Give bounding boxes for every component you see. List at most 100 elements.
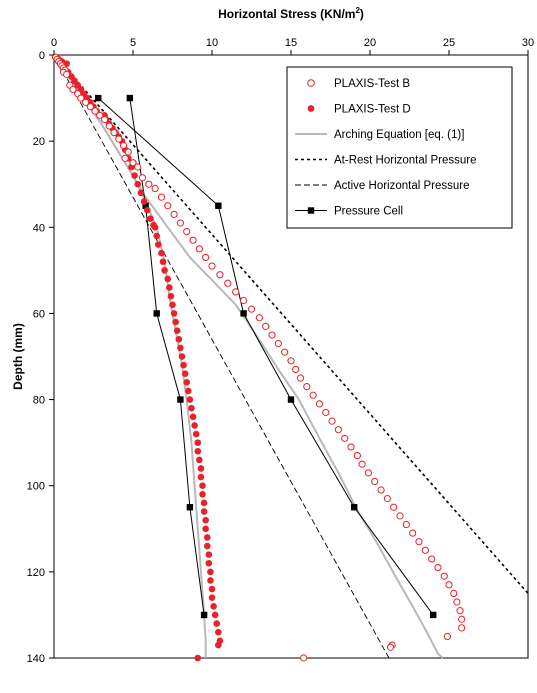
plaxis-test-b-point: [129, 159, 137, 167]
legend-pressure-cell-label: Pressure Cell: [334, 206, 403, 218]
plaxis-test-d-point: [153, 232, 160, 240]
plaxis-test-d-point: [166, 284, 173, 291]
plaxis-test-b-point: [402, 520, 410, 529]
y-tick-label: 40: [33, 222, 45, 234]
plaxis-test-d-point: [131, 172, 138, 179]
x-tick-label: 10: [206, 37, 218, 49]
pressure-cell-point: [240, 310, 247, 317]
plaxis-test-d-point: [199, 482, 206, 490]
legend-plaxis-test-d-marker: [307, 105, 315, 112]
plaxis-test-d-point: [186, 396, 194, 403]
pressure-cell-line: [97, 97, 434, 616]
plaxis-test-b-point: [396, 512, 404, 520]
plaxis-test-b-point: [195, 245, 203, 253]
pressure-cell-point: [215, 202, 222, 209]
plaxis-test-b-point: [440, 572, 448, 580]
plaxis-test-d-point: [188, 404, 195, 412]
plaxis-test-d-point: [194, 439, 202, 446]
pressure-cell-line: [129, 97, 205, 615]
plaxis-test-d-point: [161, 267, 168, 274]
legend-arching-equation-eq-1-label: Arching Equation [eq. (1)]: [334, 129, 464, 141]
pressure-cell-point: [351, 504, 358, 511]
x-tick-label: 25: [443, 37, 455, 49]
plaxis-test-b-point: [91, 107, 99, 115]
plaxis-test-b-point: [458, 624, 466, 632]
plaxis-test-d-point: [205, 559, 213, 567]
plaxis-test-b-point: [456, 607, 464, 615]
plaxis-test-b-point: [232, 288, 240, 296]
pressure-cell-point: [142, 202, 149, 209]
plaxis-test-b-point: [151, 184, 159, 193]
plaxis-test-d-point: [207, 577, 214, 584]
pressure-cell-point: [95, 94, 102, 102]
legend-plaxis-test-b-marker: [307, 79, 315, 87]
legend-plaxis-test-b-label: PLAXIS-Test B: [334, 78, 410, 90]
plaxis-test-b-point: [110, 128, 118, 137]
plaxis-test-d-point: [200, 508, 208, 515]
plaxis-test-b-point: [450, 589, 458, 597]
plaxis-test-b-point: [100, 116, 109, 124]
x-axis-title: Horizontal Stress (KN/m2): [218, 6, 364, 21]
x-tick-label: 15: [285, 37, 297, 49]
plaxis-test-b-point: [287, 357, 295, 365]
plaxis-test-d-point: [215, 628, 222, 636]
pressure-cell-point: [430, 611, 437, 619]
plaxis-test-b-point: [208, 262, 216, 270]
plaxis-test-d-point: [178, 353, 186, 360]
x-tick-label: 20: [364, 37, 376, 49]
plaxis-test-b-point: [119, 141, 128, 150]
plaxis-test-d-point: [199, 491, 206, 498]
plaxis-test-d-point: [202, 525, 209, 533]
y-axis-title: Depth (mm): [11, 323, 25, 390]
legend-box: [286, 66, 513, 229]
plaxis-test-b-point: [421, 546, 429, 554]
plaxis-test-d-point: [183, 379, 191, 386]
plaxis-test-d-point: [159, 258, 167, 266]
plaxis-test-b-point: [134, 163, 142, 171]
plaxis-test-b-point: [453, 598, 461, 606]
pressure-cell-point: [287, 396, 295, 403]
plaxis-test-d-point: [175, 335, 183, 343]
plaxis-test-d-point: [181, 370, 189, 378]
plaxis-test-d-point: [207, 568, 214, 576]
plaxis-test-b-point: [322, 408, 330, 417]
plaxis-test-b-point: [86, 103, 94, 111]
pressure-cell-point: [153, 310, 160, 317]
x-axis-title-main: Horizontal Stress (KN/m: [218, 7, 355, 21]
plaxis-test-d-point: [215, 641, 222, 649]
plaxis-test-b-point: [82, 98, 90, 106]
plaxis-test-b-point: [328, 417, 336, 425]
plaxis-test-b-point: [347, 443, 355, 451]
y-tick-label: 20: [33, 136, 45, 148]
plaxis-test-b-point: [121, 154, 129, 162]
x-axis-title-superscript: 2: [355, 6, 360, 15]
legend-plaxis-test-d-label: PLAXIS-Test D: [334, 104, 411, 116]
plaxis-test-d-point: [177, 344, 184, 352]
legend-at-rest-horizontal-pressure-label: At-Rest Horizontal Pressure: [334, 155, 477, 167]
plaxis-test-d-point: [167, 292, 175, 300]
plaxis-test-d-point: [143, 206, 151, 214]
plaxis-test-d-point: [140, 198, 148, 205]
plaxis-test-d-point: [137, 189, 145, 197]
plaxis-test-b-point: [296, 374, 305, 382]
pressure-cell-point: [186, 504, 194, 511]
plaxis-test-b-point: [77, 94, 85, 102]
plaxis-test-b-point: [96, 111, 104, 119]
plaxis-test-d-point: [200, 499, 208, 507]
plaxis-test-b-point: [138, 174, 147, 182]
plaxis-test-b-point: [371, 477, 379, 486]
plaxis-test-d-point: [210, 603, 217, 610]
plaxis-test-d-point: [154, 241, 162, 248]
plaxis-test-b-point: [189, 236, 197, 244]
plaxis-test-b-point: [164, 202, 172, 210]
plaxis-test-b-point: [216, 271, 224, 279]
pressure-cell-point: [126, 94, 134, 102]
plaxis-test-b-point: [443, 632, 452, 641]
x-tick-label: 30: [522, 37, 534, 49]
plaxis-test-b-point: [202, 253, 210, 262]
plaxis-test-b-point: [292, 365, 300, 374]
plaxis-test-b-point: [434, 563, 442, 572]
y-tick-label: 100: [27, 481, 45, 493]
plaxis-test-d-point: [194, 654, 202, 662]
plaxis-test-d-point: [194, 447, 202, 455]
